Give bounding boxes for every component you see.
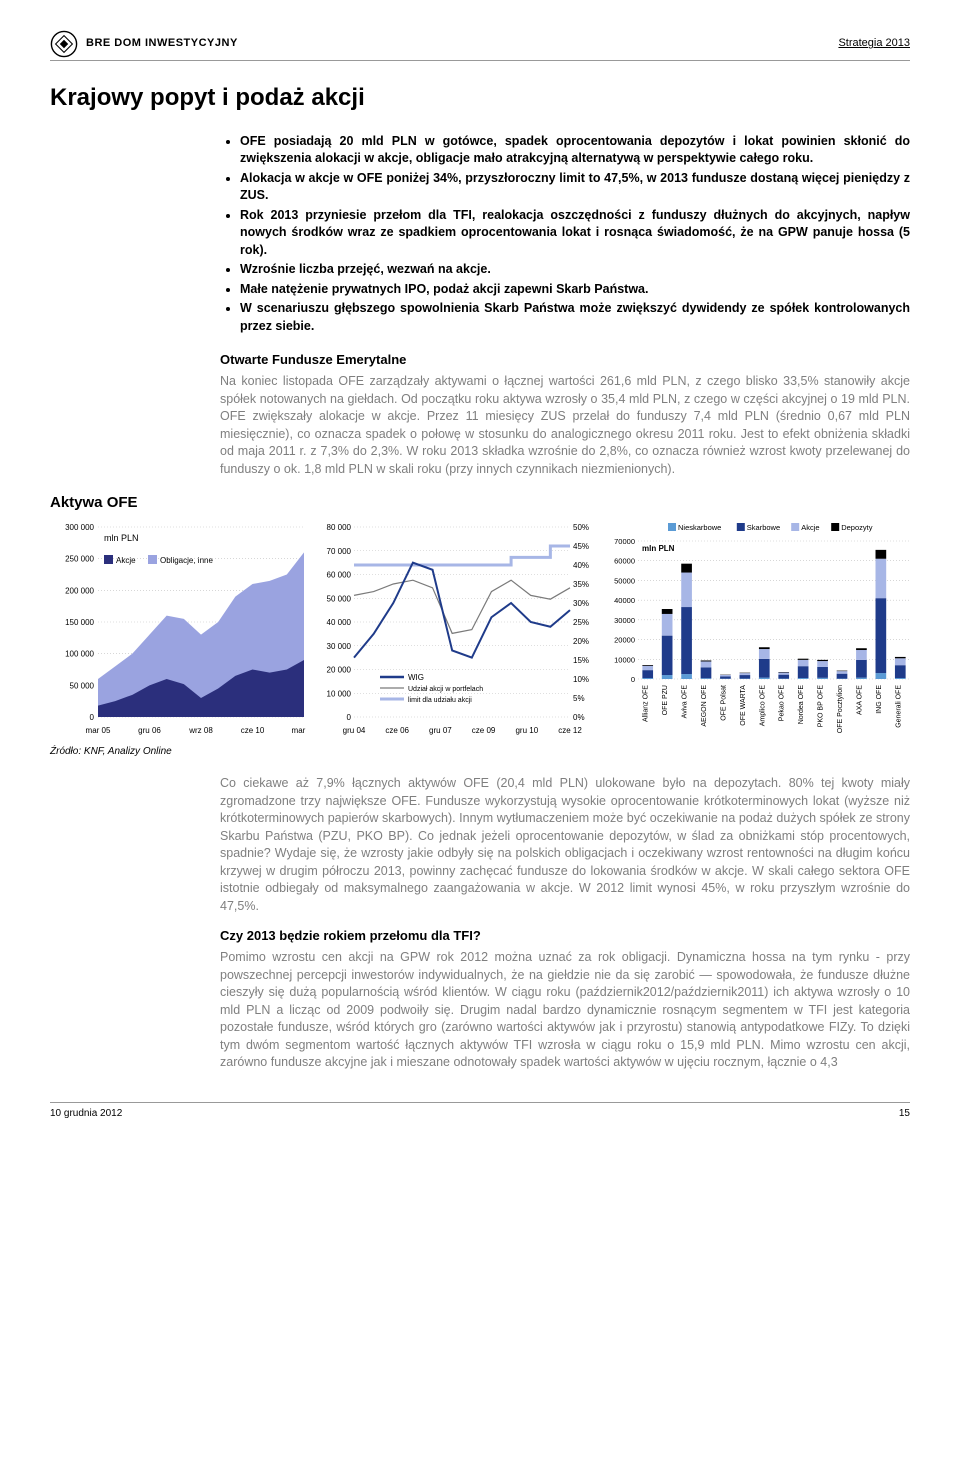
svg-text:40%: 40% <box>573 561 589 570</box>
paragraph-depozyty: Co ciekawe aż 7,9% łącznych aktywów OFE … <box>220 775 910 915</box>
svg-text:40 000: 40 000 <box>327 618 352 627</box>
svg-text:gru 10: gru 10 <box>516 726 539 735</box>
aktywa-ofe-area-chart: 0 50 000 100 000 150 000 200 000 250 000 300 0… <box>50 519 306 739</box>
svg-text:limit dla udziału akcji: limit dla udziału akcji <box>408 697 472 704</box>
bullet-list: OFE posiadają 20 mld PLN w gotówce, spad… <box>220 133 910 336</box>
svg-text:OFE Pocztylion: OFE Pocztylion <box>837 685 844 733</box>
svg-text:mln PLN: mln PLN <box>642 544 675 553</box>
svg-text:OFE WARTA: OFE WARTA <box>740 685 747 726</box>
svg-text:40000: 40000 <box>614 596 635 605</box>
svg-text:ING OFE: ING OFE <box>876 685 883 714</box>
wig-udzial-line-chart: 0 10 000 20 000 30 000 40 000 50 000 60 000 70 … <box>312 519 598 739</box>
svg-text:Generali OFE: Generali OFE <box>896 685 903 728</box>
svg-text:mln PLN: mln PLN <box>104 533 139 543</box>
svg-text:PKO BP OFE: PKO BP OFE <box>818 685 825 728</box>
header-right-label: Strategia 2013 <box>838 36 910 51</box>
svg-text:150 000: 150 000 <box>65 618 94 627</box>
section-paragraph-ofe: Na koniec listopada OFE zarządzały aktyw… <box>220 373 910 478</box>
svg-text:Aviva OFE: Aviva OFE <box>682 685 689 719</box>
svg-text:50%: 50% <box>573 523 589 532</box>
svg-text:30000: 30000 <box>614 616 635 625</box>
svg-text:35%: 35% <box>573 580 589 589</box>
svg-text:0: 0 <box>347 713 352 722</box>
svg-text:25%: 25% <box>573 618 589 627</box>
page-header: BRE DOM INWESTYCYJNY Strategia 2013 <box>50 30 910 61</box>
svg-text:0%: 0% <box>573 713 585 722</box>
svg-text:mar 12: mar 12 <box>292 726 307 735</box>
svg-text:70 000: 70 000 <box>327 547 352 556</box>
bullet-item: Małe natężenie prywatnych IPO, podaż akc… <box>240 281 910 299</box>
svg-text:50 000: 50 000 <box>70 682 95 691</box>
svg-text:20 000: 20 000 <box>327 666 352 675</box>
svg-text:20%: 20% <box>573 637 589 646</box>
svg-text:60 000: 60 000 <box>327 571 352 580</box>
bullet-item: Rok 2013 przyniesie przełom dla TFI, rea… <box>240 207 910 260</box>
bullet-item: W scenariuszu głębszego spowolnienia Ska… <box>240 300 910 335</box>
bullet-item: Wzrośnie liczba przejęć, wezwań na akcje… <box>240 261 910 279</box>
svg-text:5%: 5% <box>573 694 585 703</box>
charts-row: 0 50 000 100 000 150 000 200 000 250 000 300 0… <box>50 519 910 739</box>
svg-text:30%: 30% <box>573 599 589 608</box>
svg-text:300 000: 300 000 <box>65 523 94 532</box>
svg-text:80 000: 80 000 <box>327 523 352 532</box>
charts-title: Aktywa OFE <box>50 492 910 513</box>
svg-text:Pekao OFE: Pekao OFE <box>779 685 786 722</box>
svg-text:cze 09: cze 09 <box>472 726 496 735</box>
svg-text:Obligacje, inne: Obligacje, inne <box>160 556 213 565</box>
svg-text:0: 0 <box>631 675 635 684</box>
svg-text:250 000: 250 000 <box>65 555 94 564</box>
svg-text:10%: 10% <box>573 675 589 684</box>
footer-page-number: 15 <box>899 1107 910 1121</box>
svg-text:200 000: 200 000 <box>65 587 94 596</box>
svg-text:wrz 08: wrz 08 <box>188 726 213 735</box>
charts-source: Źródło: KNF, Analizy Online <box>50 745 910 759</box>
svg-text:AEGON OFE: AEGON OFE <box>701 685 708 727</box>
svg-text:gru 06: gru 06 <box>138 726 161 735</box>
svg-text:45%: 45% <box>573 542 589 551</box>
svg-text:60000: 60000 <box>614 557 635 566</box>
svg-text:WIG: WIG <box>408 673 424 682</box>
svg-text:Skarbowe: Skarbowe <box>747 523 780 532</box>
svg-text:15%: 15% <box>573 656 589 665</box>
svg-text:Allianz OFE: Allianz OFE <box>643 685 650 722</box>
svg-text:Amplico OFE: Amplico OFE <box>760 685 767 727</box>
page-footer: 10 grudnia 2012 15 <box>50 1102 910 1121</box>
svg-text:OFE Polsat: OFE Polsat <box>721 685 728 721</box>
svg-text:Akcje: Akcje <box>802 523 820 532</box>
svg-text:cze 10: cze 10 <box>241 726 265 735</box>
svg-text:100 000: 100 000 <box>65 650 94 659</box>
svg-text:0: 0 <box>90 713 95 722</box>
page-title: Krajowy popyt i podaż akcji <box>50 81 910 115</box>
svg-text:gru 04: gru 04 <box>343 726 366 735</box>
bullet-item: OFE posiadają 20 mld PLN w gotówce, spad… <box>240 133 910 168</box>
svg-text:50000: 50000 <box>614 577 635 586</box>
svg-text:Nordea OFE: Nordea OFE <box>798 685 805 725</box>
svg-text:cze 12: cze 12 <box>559 726 583 735</box>
svg-text:Depozyty: Depozyty <box>842 523 874 532</box>
ofe-breakdown-bar-chart: 0 10000 20000 30000 40000 50000 60000 70000 Alli… <box>604 519 910 739</box>
svg-text:mar 05: mar 05 <box>86 726 111 735</box>
svg-text:70000: 70000 <box>614 537 635 546</box>
svg-text:OFE PZU: OFE PZU <box>662 685 669 715</box>
svg-text:20000: 20000 <box>614 636 635 645</box>
section-heading-tfi: Czy 2013 będzie rokiem przełomu dla TFI? <box>220 927 910 945</box>
svg-text:AXA OFE: AXA OFE <box>857 685 864 715</box>
footer-date: 10 grudnia 2012 <box>50 1107 122 1121</box>
svg-text:50 000: 50 000 <box>327 595 352 604</box>
svg-text:10000: 10000 <box>614 656 635 665</box>
paragraph-tfi: Pomimo wzrostu cen akcji na GPW rok 2012… <box>220 949 910 1072</box>
svg-text:gru 07: gru 07 <box>429 726 452 735</box>
svg-text:Akcje: Akcje <box>116 556 136 565</box>
svg-text:Udział akcji w portfelach: Udział akcji w portfelach <box>408 686 483 693</box>
brand-name: BRE DOM INWESTYCYJNY <box>86 36 238 51</box>
svg-text:30 000: 30 000 <box>327 642 352 651</box>
brand-logo-icon <box>50 30 78 58</box>
svg-text:10 000: 10 000 <box>327 690 352 699</box>
svg-text:Nieskarbowe: Nieskarbowe <box>678 523 721 532</box>
bullet-item: Alokacja w akcje w OFE poniżej 34%, przy… <box>240 170 910 205</box>
section-heading-ofe: Otwarte Fundusze Emerytalne <box>220 351 910 369</box>
svg-text:cze 06: cze 06 <box>386 726 410 735</box>
